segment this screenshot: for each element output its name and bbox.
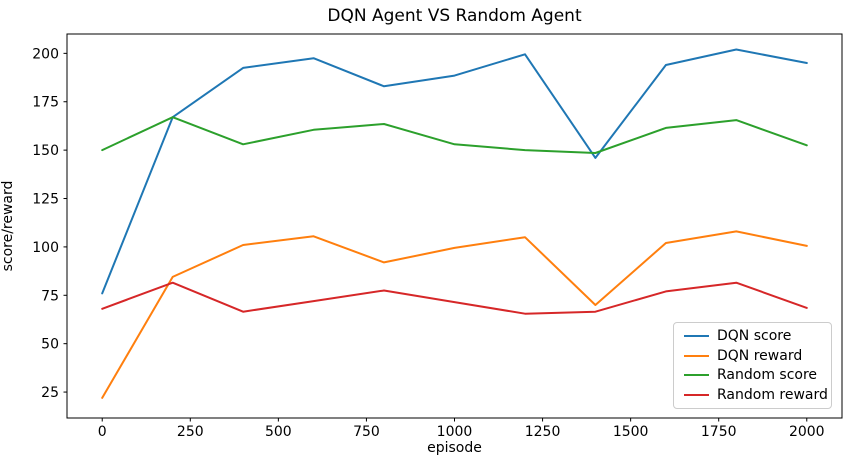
series-line-random-reward bbox=[101, 281, 808, 315]
y-tick-label: 200 bbox=[32, 46, 59, 62]
x-tick-label: 250 bbox=[177, 424, 204, 440]
y-tick-label: 50 bbox=[41, 337, 59, 353]
x-tick-label: 1250 bbox=[525, 424, 561, 440]
legend-line-sample bbox=[684, 334, 709, 337]
x-tick-label: 1000 bbox=[437, 424, 473, 440]
legend-line-sample bbox=[684, 354, 709, 357]
legend-label: Random reward bbox=[717, 387, 828, 404]
legend-entry-random-score: Random score bbox=[684, 367, 831, 385]
y-tick-label: 150 bbox=[32, 143, 59, 159]
legend-entry-dqn-score: DQN score bbox=[684, 327, 831, 345]
legend-entry-dqn-reward: DQN reward bbox=[684, 347, 831, 365]
x-axis-label: episode bbox=[427, 440, 482, 456]
x-tick-label: 0 bbox=[98, 424, 107, 440]
x-tick-label: 1750 bbox=[701, 424, 737, 440]
series-line-dqn-score bbox=[101, 48, 808, 295]
legend-label: DQN score bbox=[717, 327, 792, 344]
x-tick-label: 1500 bbox=[613, 424, 649, 440]
legend-label: DQN reward bbox=[717, 347, 803, 364]
x-tick-label: 500 bbox=[265, 424, 292, 440]
x-tick-label: 750 bbox=[353, 424, 380, 440]
chart-title: DQN Agent VS Random Agent bbox=[327, 6, 582, 26]
x-tick-label: 2000 bbox=[789, 424, 825, 440]
y-tick-label: 125 bbox=[32, 192, 59, 208]
y-tick-label: 100 bbox=[32, 240, 59, 256]
legend-label: Random score bbox=[717, 367, 818, 384]
legend-entry-random-reward: Random reward bbox=[684, 386, 831, 404]
series-line-random-score bbox=[101, 116, 808, 154]
legend-line-sample bbox=[684, 374, 709, 377]
y-tick-label: 75 bbox=[41, 288, 59, 304]
y-tick-label: 175 bbox=[32, 95, 59, 111]
legend-line-sample bbox=[684, 394, 709, 397]
y-tick-label: 25 bbox=[41, 385, 59, 401]
legend: DQN score DQN reward Random score Random re… bbox=[673, 322, 832, 409]
series-line-dqn-reward bbox=[101, 230, 808, 399]
